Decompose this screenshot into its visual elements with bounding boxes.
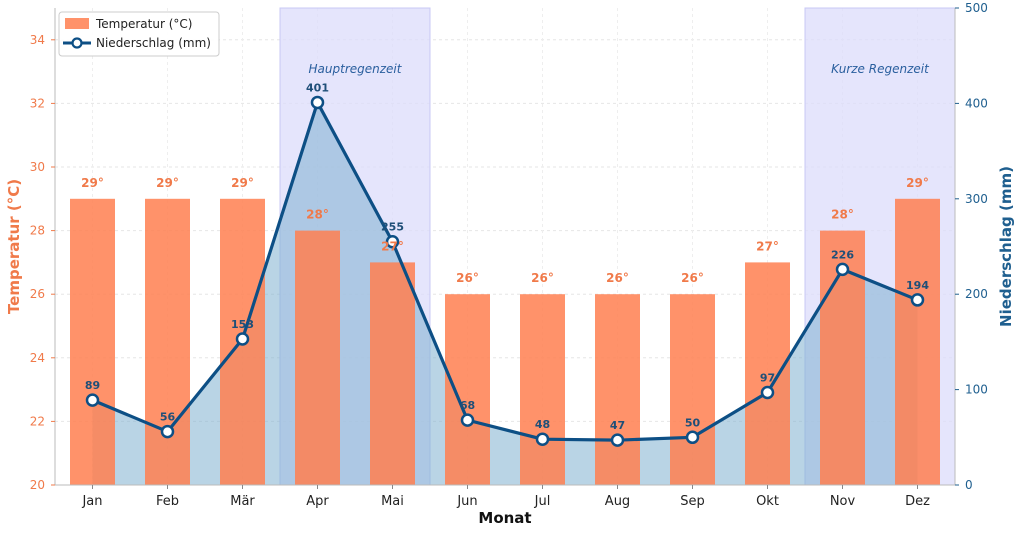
x-tick-label: Okt	[756, 494, 779, 509]
right-tick-label: 500	[965, 1, 988, 15]
x-tick-label: Feb	[156, 494, 179, 509]
rain-point	[760, 385, 775, 400]
rain-point-label: 50	[685, 416, 701, 429]
left-tick-label: 26	[30, 287, 45, 301]
rain-point	[385, 234, 400, 249]
legend-label-rain: Niederschlag (mm)	[96, 36, 211, 50]
right-axis-title: Niederschlag (mm)	[997, 166, 1015, 327]
x-tick-label: Sep	[680, 494, 705, 509]
x-tick-label: Aug	[605, 494, 630, 509]
legend-marker-rain	[71, 37, 83, 49]
temp-bar	[895, 198, 940, 486]
legend-label-temp: Temperatur (°C)	[95, 17, 192, 31]
temp-bar-label: 26°	[456, 271, 479, 285]
rain-point-label: 401	[306, 81, 329, 94]
temp-bar-label: 26°	[681, 271, 704, 285]
right-tick-label: 300	[965, 192, 988, 206]
right-tick-label: 400	[965, 96, 988, 110]
rain-point	[310, 95, 325, 110]
rain-point-label: 194	[906, 279, 929, 292]
right-tick-label: 100	[965, 383, 988, 397]
rain-point-label: 255	[381, 221, 404, 234]
temp-bar	[445, 294, 490, 485]
rain-point	[610, 433, 625, 447]
rain-point-label: 48	[535, 418, 550, 431]
temp-bar	[145, 198, 190, 486]
left-axis-title: Temperatur (°C)	[5, 179, 23, 314]
temp-bar-label: 26°	[606, 271, 629, 285]
rain-point	[460, 413, 475, 427]
left-tick-label: 24	[30, 351, 45, 365]
temp-bar	[520, 294, 565, 485]
temp-bar	[70, 198, 115, 486]
legend-box	[58, 11, 220, 57]
x-tick-label: Mär	[230, 494, 255, 509]
temp-bar	[595, 294, 640, 485]
x-tick-label: Jan	[81, 494, 102, 509]
shaded-region-label: Kurze Regenzeit	[831, 62, 930, 76]
right-tick-label: 0	[965, 478, 973, 492]
rain-point-label: 226	[831, 248, 854, 261]
x-axis-title: Monat	[478, 509, 531, 527]
rain-point	[910, 293, 925, 307]
temp-bar-label: 27°	[756, 239, 779, 253]
x-tick-label: Apr	[306, 494, 329, 509]
temp-bar	[745, 262, 790, 485]
left-tick-label: 34	[30, 33, 45, 47]
rain-point	[535, 432, 550, 446]
left-tick-label: 22	[30, 414, 45, 428]
rain-point-label: 153	[231, 318, 254, 331]
x-tick-label: Jul	[534, 494, 551, 509]
legend-swatch-temp	[65, 18, 89, 29]
left-tick-label: 32	[30, 96, 45, 110]
rain-point-label: 68	[460, 399, 475, 412]
rain-point-label: 97	[760, 371, 775, 384]
rain-point	[160, 424, 175, 439]
x-tick-label: Dez	[905, 494, 930, 509]
temp-bar	[295, 230, 340, 485]
rain-point	[835, 262, 850, 277]
temp-bar-label: 28°	[831, 208, 854, 222]
left-tick-label: 28	[30, 224, 45, 238]
rain-point	[685, 430, 700, 445]
x-tick-label: Jun	[456, 494, 477, 509]
temp-bar-label: 28°	[306, 208, 329, 222]
x-tick-label: Nov	[830, 494, 856, 509]
temp-bar-label: 26°	[531, 271, 554, 285]
rain-point	[85, 393, 100, 407]
left-tick-label: 20	[30, 478, 45, 492]
shaded-region-label: Hauptregenzeit	[309, 62, 403, 76]
temp-bar	[670, 294, 715, 485]
rain-point	[235, 332, 250, 346]
temp-bar-label: 29°	[81, 176, 104, 190]
rain-point-label: 56	[160, 411, 176, 424]
temp-bar-label: 29°	[906, 176, 929, 190]
temp-bar-label: 27°	[381, 239, 404, 253]
rain-point-label: 47	[610, 419, 625, 432]
temp-bar-label: 29°	[231, 176, 254, 190]
right-tick-label: 200	[965, 287, 988, 301]
rain-line	[91, 100, 919, 442]
temp-bar-label: 29°	[156, 176, 179, 190]
temp-bar	[370, 262, 415, 485]
rain-point-label: 89	[85, 379, 100, 392]
left-tick-label: 30	[30, 160, 45, 174]
x-tick-label: Mai	[381, 494, 404, 509]
